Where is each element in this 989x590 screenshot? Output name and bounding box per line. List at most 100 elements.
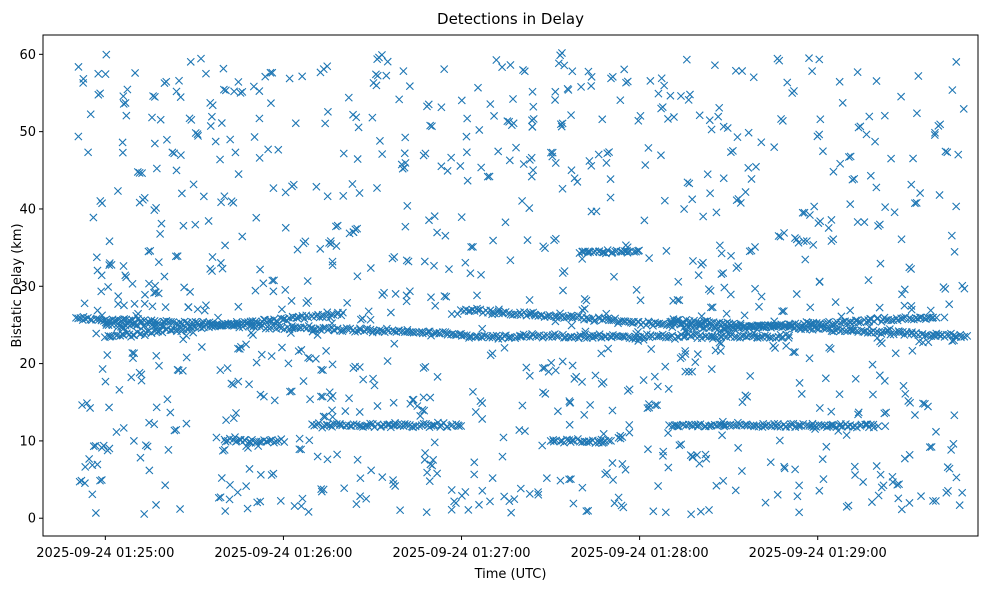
detection-point <box>716 347 725 356</box>
detection-point <box>610 272 618 281</box>
detection-point <box>815 55 824 64</box>
detection-point <box>598 438 607 447</box>
detection-point <box>418 329 427 338</box>
detection-point <box>779 307 788 316</box>
detection-point <box>129 331 138 340</box>
detection-point <box>809 240 818 249</box>
detection-point <box>932 329 941 338</box>
detection-point <box>485 497 494 506</box>
detection-point <box>322 346 331 355</box>
detection-point <box>470 458 479 467</box>
detection-point <box>269 469 278 478</box>
detection-point <box>723 318 732 327</box>
detection-point <box>168 148 177 157</box>
detection-point <box>682 55 691 64</box>
detection-point <box>844 501 853 510</box>
detection-point <box>172 425 181 434</box>
detection-point <box>861 420 870 429</box>
detection-point <box>516 484 525 493</box>
detection-point <box>80 479 89 488</box>
detection-point <box>254 442 263 450</box>
detection-point <box>150 92 159 101</box>
detection-point <box>868 390 877 399</box>
detection-point <box>599 248 608 257</box>
detection-point <box>293 314 302 323</box>
detection-point <box>102 50 111 59</box>
detection-point <box>403 201 412 210</box>
detection-point <box>429 421 438 430</box>
detection-point <box>706 286 715 295</box>
detection-point <box>488 349 497 358</box>
detection-point <box>854 408 863 417</box>
detection-point <box>853 218 862 226</box>
detection-point <box>507 508 516 517</box>
detection-point <box>216 366 225 375</box>
detection-point <box>390 339 399 348</box>
detection-point <box>578 247 587 256</box>
detection-point <box>107 260 116 269</box>
detection-point <box>738 67 747 76</box>
detection-point <box>916 189 925 198</box>
detection-point <box>234 170 243 179</box>
y-axis-label: Bistatic Delay (km) <box>10 223 25 347</box>
detection-point <box>897 235 906 244</box>
detection-point <box>416 411 425 420</box>
detection-point <box>217 474 226 483</box>
detection-point <box>299 377 308 386</box>
detection-point <box>308 327 317 336</box>
detection-point <box>549 437 558 446</box>
detection-point <box>818 455 827 464</box>
detection-point <box>91 508 100 517</box>
detection-point <box>245 380 254 389</box>
detection-point <box>645 254 654 263</box>
detection-point <box>529 114 538 123</box>
detection-point <box>98 365 107 374</box>
detection-point <box>101 70 110 79</box>
detection-point <box>636 296 645 305</box>
detection-point <box>578 254 587 263</box>
detection-point <box>253 498 262 507</box>
detection-point <box>675 441 684 450</box>
detection-point <box>940 313 949 322</box>
detection-point <box>226 135 235 144</box>
detection-point <box>321 119 330 128</box>
detection-point <box>287 296 296 305</box>
detection-point <box>646 76 655 85</box>
detection-point <box>113 320 122 329</box>
detection-point <box>218 264 227 273</box>
detection-point <box>728 146 737 155</box>
detection-point <box>649 507 658 516</box>
detection-point <box>743 392 752 401</box>
detection-point <box>757 138 766 147</box>
detection-point <box>673 332 682 341</box>
detection-point <box>793 492 802 501</box>
detection-point <box>822 423 831 432</box>
detection-point <box>816 115 825 124</box>
detection-point <box>267 352 276 361</box>
detection-point <box>582 507 591 516</box>
detection-point <box>467 242 476 251</box>
detection-point <box>415 422 424 430</box>
detection-point <box>568 67 577 76</box>
detection-point <box>662 246 671 255</box>
detection-point <box>130 299 139 308</box>
detection-point <box>265 436 274 445</box>
detection-point <box>447 310 456 319</box>
detection-point <box>602 309 611 318</box>
detection-point <box>910 411 919 420</box>
detection-point <box>131 68 140 77</box>
detection-point <box>402 297 411 306</box>
detection-point <box>234 344 242 353</box>
detection-point <box>650 372 659 381</box>
detection-point <box>836 159 845 168</box>
detection-point <box>291 119 300 128</box>
detection-point <box>89 442 98 451</box>
detection-point <box>199 192 208 201</box>
detection-point <box>488 474 497 483</box>
detection-point <box>656 151 665 160</box>
detection-point <box>385 420 394 429</box>
detection-point <box>423 468 432 477</box>
detection-point <box>420 257 429 266</box>
detection-point <box>821 374 830 383</box>
detection-point <box>708 331 717 340</box>
